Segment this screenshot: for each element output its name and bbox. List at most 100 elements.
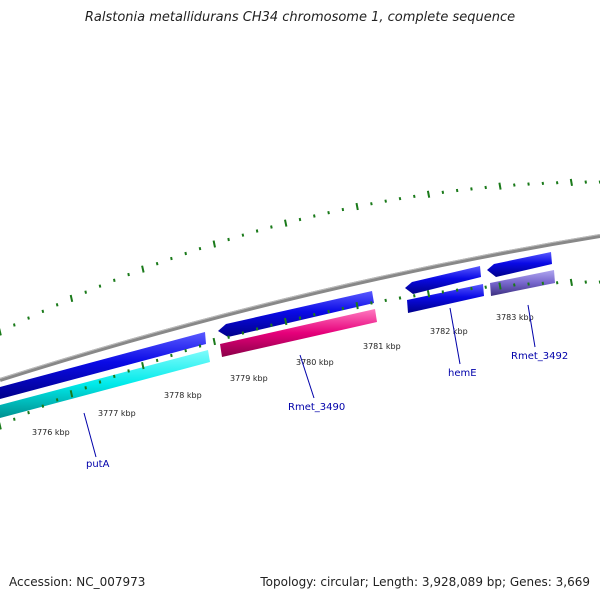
tick-mark — [170, 256, 173, 261]
tick-label: 3777 kbp — [98, 409, 136, 418]
tick-mark — [41, 404, 45, 408]
tick-mark — [0, 328, 2, 336]
tick-mark — [327, 309, 330, 314]
tick-mark — [284, 219, 288, 227]
tick-mark — [484, 185, 487, 190]
tick-mark — [313, 312, 316, 317]
tick-mark — [198, 246, 202, 251]
tick-mark — [84, 290, 87, 294]
tick-mark — [441, 290, 445, 294]
backbone-highlight — [0, 234, 600, 379]
tick-mark — [270, 323, 273, 327]
tick-mark — [484, 285, 487, 289]
tick-mark — [198, 344, 202, 348]
tick-mark — [541, 181, 545, 185]
tick-mark — [298, 316, 302, 320]
tick-mark — [241, 331, 245, 335]
gene-putA-cds — [0, 350, 210, 418]
tick-mark — [584, 180, 587, 184]
tick-mark — [13, 323, 16, 327]
tick-mark — [513, 183, 516, 187]
tick-mark — [455, 288, 459, 292]
tick-mark — [227, 335, 230, 339]
tick-mark — [413, 294, 416, 298]
tick-mark — [426, 190, 431, 198]
forward-cds-middle — [218, 291, 374, 337]
gene-Rmet_3490-cds — [220, 309, 377, 357]
tick-mark — [327, 211, 330, 215]
tick-mark — [541, 281, 545, 285]
tick-mark — [498, 282, 502, 290]
gene-label-Rmet_3492[interactable]: Rmet_3492 — [511, 351, 568, 362]
tick-mark — [127, 369, 130, 373]
tick-mark — [313, 214, 316, 218]
gene-label-hemE[interactable]: hemE — [448, 368, 477, 379]
tick-mark — [0, 422, 2, 430]
tick-mark — [98, 284, 102, 288]
tick-mark — [212, 337, 216, 346]
tick-label: 3778 kbp — [164, 391, 202, 400]
gene-label-putA[interactable]: putA — [86, 459, 110, 470]
tick-mark — [341, 207, 345, 212]
tick-mark — [270, 225, 273, 229]
tick-mark — [498, 182, 502, 190]
tick-mark — [69, 294, 74, 303]
tick-mark — [41, 309, 45, 314]
tick-mark — [426, 290, 431, 298]
tick-mark — [555, 281, 559, 285]
tick-mark — [27, 316, 30, 320]
Rmet_3490-leader-line — [299, 354, 315, 399]
tick-label: 3782 kbp — [430, 327, 468, 336]
tick-label: 3779 kbp — [230, 374, 268, 383]
map-title: Ralstonia metallidurans CH34 chromosome … — [84, 10, 516, 25]
Rmet_3492-leader-line — [527, 304, 536, 348]
forward-cds-hemE-upper — [405, 266, 481, 294]
tick-mark — [398, 196, 402, 201]
tick-mark — [184, 251, 187, 256]
tick-mark — [470, 187, 473, 191]
upper-tick-track — [0, 178, 600, 336]
tick-mark — [555, 181, 559, 185]
tick-mark — [13, 417, 16, 421]
lower-tick-track — [0, 278, 600, 430]
tick-mark — [441, 190, 445, 194]
tick-label: 3783 kbp — [496, 313, 534, 322]
tick-mark — [398, 296, 402, 300]
tick-mark — [584, 280, 587, 284]
tick-mark — [113, 278, 116, 282]
tick-mark — [212, 240, 216, 248]
tick-mark — [413, 194, 416, 199]
tick-mark — [384, 298, 387, 303]
tick-mark — [27, 410, 30, 415]
tick-mark — [98, 380, 102, 384]
forward-cds-right — [487, 252, 552, 277]
putA-leader-line — [83, 412, 97, 458]
tick-mark — [184, 348, 187, 353]
tick-mark — [227, 237, 230, 242]
tick-mark — [55, 398, 59, 402]
tick-mark — [69, 390, 74, 398]
tick-label: 3776 kbp — [32, 428, 70, 437]
tick-mark — [569, 278, 573, 286]
tick-mark — [355, 202, 359, 211]
tick-label: 3780 kbp — [296, 358, 334, 367]
tick-mark — [113, 374, 116, 379]
tick-mark — [527, 182, 530, 186]
tick-mark — [255, 229, 259, 233]
genome-summary-text: Topology: circular; Length: 3,928,089 bp… — [260, 575, 590, 589]
forward-cds-left — [0, 332, 206, 399]
tick-mark — [141, 361, 145, 370]
tick-mark — [470, 286, 473, 291]
backbone-line — [0, 234, 600, 382]
tick-mark — [155, 358, 159, 363]
gene-hemE-cds — [407, 284, 484, 313]
tick-mark — [298, 217, 302, 222]
tick-mark — [170, 353, 173, 358]
gene-label-Rmet_3490[interactable]: Rmet_3490 — [288, 402, 345, 413]
tick-mark — [370, 202, 373, 206]
tick-mark — [569, 178, 573, 186]
tick-mark — [527, 282, 530, 286]
accession-text: Accession: NC_007973 — [9, 575, 146, 589]
tick-mark — [384, 199, 387, 203]
